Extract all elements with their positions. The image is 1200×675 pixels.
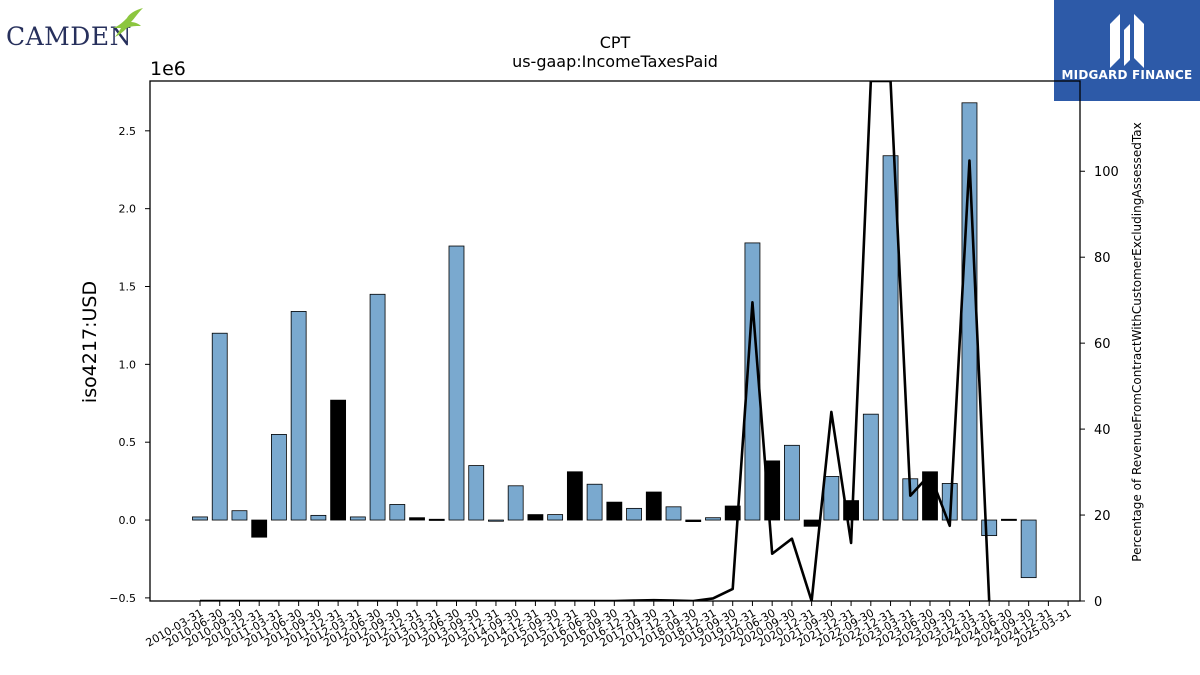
bar-2010-12-31 [251, 519, 268, 538]
y2-tick-label: 60 [1094, 337, 1111, 352]
bar-2020-12-31 [803, 519, 820, 527]
y2-tick-label: 40 [1094, 423, 1111, 438]
chart-subtitle: us-gaap:IncomeTaxesPaid [512, 52, 718, 71]
y-tick-label: 0.0 [119, 514, 137, 527]
bar-2017-12-31 [665, 506, 682, 521]
bar-2024-03-31 [981, 519, 998, 537]
y2-tick-label: 80 [1094, 251, 1111, 266]
bar-2018-09-30 [685, 519, 702, 522]
bar-2014-12-31 [527, 514, 544, 521]
bar-2011-12-31 [330, 399, 347, 521]
camden-logo-text: CAMDEN [6, 22, 132, 51]
bar-2013-03-31 [428, 518, 445, 521]
bar-2012-09-30 [389, 504, 406, 521]
bar-2024-09-30 [1020, 519, 1037, 579]
bar-2022-09-30 [862, 413, 879, 521]
y-tick-label: 2.5 [119, 125, 137, 138]
bar-2014-09-30 [507, 485, 524, 521]
bar-2012-12-31 [409, 517, 425, 521]
y-tick-label: −0.5 [109, 592, 136, 605]
midgard-mark-icon [1110, 14, 1144, 68]
bar-2024-06-30 [1001, 518, 1017, 521]
midgard-finance-text: MIDGARD FINANCE [1061, 68, 1193, 82]
y2-tick-label: 20 [1094, 509, 1111, 524]
y2-tick-label: 0 [1094, 595, 1102, 610]
y-tick-label: 1.5 [119, 281, 137, 294]
bar-2012-03-31 [349, 516, 366, 521]
bar-2013-09-30 [468, 465, 485, 521]
bar-2010-09-30 [231, 510, 248, 521]
bar-2015-09-30 [547, 514, 564, 521]
bar-2018-12-31 [705, 517, 721, 521]
bar-2017-09-30 [645, 491, 662, 521]
bar-2015-12-31 [566, 471, 583, 521]
bar-2011-06-30 [290, 311, 307, 521]
y-tick-label: 1.0 [119, 358, 137, 371]
line-series-segment-0 [200, 81, 991, 601]
bar-2012-06-30 [369, 293, 386, 521]
bar-2013-12-31 [488, 519, 504, 522]
plot-frame [149, 80, 1081, 602]
midgard-finance-logo: MIDGARD FINANCE [1054, 0, 1200, 101]
y2-tick-label: 100 [1094, 165, 1119, 180]
y2-axis-label: Percentage of RevenueFromContractWithCus… [1130, 122, 1144, 561]
bar-2013-06-30 [448, 245, 465, 521]
camden-logo: CAMDEN [6, 8, 146, 52]
hummingbird-icon [113, 8, 143, 37]
bar-2021-09-30 [823, 476, 840, 521]
bar-2016-09-30 [606, 501, 623, 521]
bar-2016-06-30 [586, 483, 603, 521]
y-tick-label: 0.5 [119, 436, 137, 449]
bar-2016-12-31 [626, 507, 642, 521]
bar-2011-09-30 [310, 514, 327, 521]
y-axis-label: iso4217:USD [79, 281, 101, 403]
chart-title: CPT [600, 33, 631, 52]
bar-2022-12-31 [882, 155, 899, 521]
y-tick-label: 2.0 [119, 203, 137, 216]
bar-2010-06-30 [211, 332, 228, 521]
bar-2011-03-31 [271, 434, 287, 521]
bar-2010-03-31 [192, 516, 208, 521]
bar-2020-09-30 [784, 444, 800, 521]
y-scale-note: 1e6 [150, 58, 186, 80]
